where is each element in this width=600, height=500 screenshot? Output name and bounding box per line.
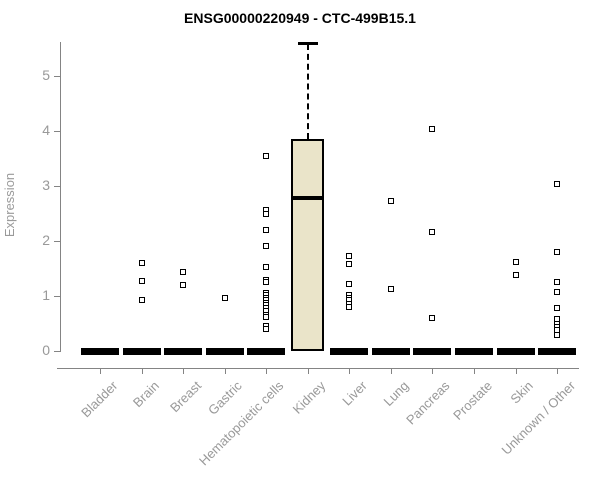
x-category-label: Liver <box>339 378 370 409</box>
x-axis-line <box>57 368 579 369</box>
y-tick <box>54 76 60 77</box>
outlier-point <box>263 326 270 332</box>
x-tick <box>100 368 101 374</box>
y-tick <box>54 186 60 187</box>
outlier-point <box>263 210 270 217</box>
outlier-point <box>180 269 187 276</box>
zero-box <box>205 347 244 355</box>
x-category-label: Breast <box>166 378 204 416</box>
outlier-point <box>554 180 561 187</box>
outlier-point <box>221 294 228 301</box>
median-line <box>291 195 325 200</box>
y-tick <box>54 131 60 132</box>
y-tick <box>54 351 60 352</box>
x-tick <box>183 368 185 374</box>
box-iqr <box>291 138 325 351</box>
y-axis-line <box>60 42 61 352</box>
outlier-point <box>263 242 270 249</box>
x-tick <box>557 368 559 374</box>
outlier-point <box>512 258 519 265</box>
zero-box <box>81 347 119 355</box>
x-tick <box>390 368 392 374</box>
outlier-point <box>554 249 561 255</box>
x-tick <box>266 368 268 374</box>
y-tick-label: 5 <box>42 67 50 83</box>
x-category-label: Skin <box>507 378 537 407</box>
y-tick-label: 3 <box>42 177 50 193</box>
x-category-label: Brain <box>130 378 163 411</box>
outlier-point <box>138 260 145 266</box>
whisker-line <box>306 44 309 139</box>
y-tick <box>54 296 60 297</box>
outlier-point <box>263 227 270 233</box>
outlier-point <box>263 263 270 270</box>
x-category-label: Prostate <box>449 378 495 423</box>
outlier-point <box>429 126 436 133</box>
y-tick-label: 2 <box>42 232 50 248</box>
x-tick <box>432 368 434 374</box>
x-tick <box>141 368 143 374</box>
whisker-cap <box>297 42 318 46</box>
outlier-point <box>387 198 394 205</box>
zero-box <box>454 347 493 355</box>
outlier-point <box>180 282 187 288</box>
outlier-point <box>346 252 353 259</box>
x-category-label: Pancreas <box>403 378 454 428</box>
outlier-point <box>263 153 270 160</box>
outlier-point <box>263 279 270 286</box>
outlier-point <box>429 315 436 321</box>
outlier-point <box>554 288 561 295</box>
x-category-label: Lung <box>380 378 412 410</box>
x-category-label: Unknown / Other <box>498 378 578 458</box>
zero-box <box>164 347 203 355</box>
zero-box <box>496 347 535 355</box>
chart-title: ENSG00000220949 - CTC-499B15.1 <box>184 10 416 26</box>
outlier-point <box>138 297 145 304</box>
y-tick-label: 4 <box>42 122 50 138</box>
outlier-point <box>429 229 436 236</box>
y-axis-title: Expression <box>2 172 17 238</box>
zero-box <box>122 347 161 355</box>
zero-box <box>247 347 286 355</box>
outlier-point <box>346 280 353 287</box>
zero-box <box>330 347 369 355</box>
x-tick <box>349 368 351 374</box>
x-tick <box>307 368 309 374</box>
x-category-label: Kidney <box>289 378 329 417</box>
zero-box <box>538 347 577 355</box>
zero-box <box>413 347 452 355</box>
outlier-point <box>263 314 270 321</box>
y-tick-label: 0 <box>42 342 50 358</box>
y-tick <box>54 241 60 242</box>
x-tick <box>473 368 475 374</box>
outlier-point <box>138 278 145 285</box>
zero-box <box>371 347 410 355</box>
outlier-point <box>512 272 519 279</box>
outlier-point <box>554 279 561 286</box>
outlier-point <box>346 304 353 310</box>
y-tick-label: 1 <box>42 287 50 303</box>
outlier-point <box>554 305 561 312</box>
outlier-point <box>554 331 561 338</box>
outlier-point <box>346 261 353 268</box>
x-category-label: Gastric <box>205 378 246 418</box>
x-category-label: Bladder <box>78 378 121 421</box>
x-tick <box>224 368 226 374</box>
x-tick <box>515 368 517 374</box>
outlier-point <box>387 286 394 293</box>
